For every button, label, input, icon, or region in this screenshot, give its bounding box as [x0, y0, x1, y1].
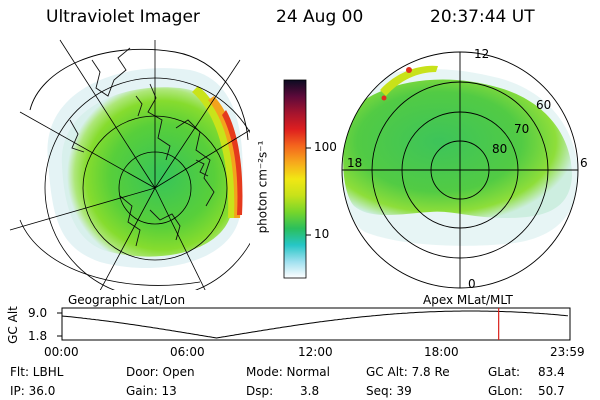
- xtick-2359: 23:59: [550, 345, 585, 359]
- lat-label-80: 80: [492, 142, 508, 156]
- info-dsp-label: Dsp:: [246, 384, 274, 398]
- info-ip: IP: 36.0: [10, 384, 56, 398]
- lat-label-60: 60: [536, 98, 552, 112]
- xtick-18: 18:00: [424, 345, 459, 359]
- app-title: Ultraviolet Imager: [46, 7, 200, 27]
- colorbar-tick-label-100: 100: [314, 140, 337, 154]
- mlt-label-top: 12: [474, 47, 490, 61]
- info-glat-label: GLat:: [488, 365, 521, 379]
- info-gain: Gain: 13: [126, 384, 177, 398]
- altitude-panel: [57, 307, 571, 341]
- right-map-caption: Apex MLat/MLT: [423, 293, 513, 307]
- info-glat-value: 83.4: [538, 365, 565, 379]
- left-dayside-arc-yellow: [192, 86, 237, 218]
- colorbar-unit-label: photon cm⁻²s⁻¹: [255, 140, 270, 234]
- left-dayside-arc-red: [222, 110, 243, 215]
- colorbar-fill: [283, 79, 307, 279]
- left-map-caption: Geographic Lat/Lon: [68, 293, 186, 307]
- left-auroral-oval: [61, 87, 235, 257]
- right-hotspot-1: [406, 67, 412, 73]
- right-auroral-oval: [343, 79, 572, 218]
- info-glon-label: GLon:: [488, 384, 523, 398]
- info-seq: Seq: 39: [366, 384, 412, 398]
- altitude-curve: [61, 310, 568, 339]
- info-glon-value: 50.7: [538, 384, 565, 398]
- altitude-ytick-1-8: 1.8: [28, 329, 48, 343]
- right-oval-cusp-yellow: [380, 65, 438, 96]
- colorbar-tick-label-10: 10: [314, 227, 330, 241]
- mlat-mlt-grid: [341, 51, 579, 289]
- header-date: 24 Aug 00: [276, 7, 364, 27]
- info-gc-alt: GC Alt: 7.8 Re: [366, 365, 450, 379]
- mlt-label-left: 18: [347, 156, 363, 170]
- right-hotspot-2: [381, 95, 387, 101]
- earth-limb-lower: [19, 219, 201, 286]
- info-filter: Flt: LBHL: [10, 365, 64, 379]
- header-time: 20:37:44 UT: [430, 7, 535, 27]
- info-door: Door: Open: [126, 365, 195, 379]
- lat-label-70: 70: [514, 122, 530, 136]
- xtick-06: 06:00: [170, 345, 205, 359]
- coastlines: [69, 47, 215, 247]
- info-dsp-value: 3.8: [300, 384, 320, 398]
- xtick-12: 12:00: [298, 345, 333, 359]
- earth-limb: [29, 48, 249, 141]
- mlt-label-bottom: 0: [468, 277, 476, 291]
- mlt-label-right: 6: [580, 156, 588, 170]
- altitude-ytick-9: 9.0: [28, 306, 48, 320]
- altitude-ylabel: GC Alt: [5, 306, 20, 344]
- xtick-00: 00:00: [44, 345, 79, 359]
- colorbar: [283, 79, 311, 279]
- lat-lon-grid: [9, 39, 250, 290]
- mlat-mlt-map: [341, 51, 579, 289]
- info-mode: Mode: Normal: [246, 365, 330, 379]
- geographic-map: [9, 39, 250, 290]
- altitude-frame: [61, 307, 571, 341]
